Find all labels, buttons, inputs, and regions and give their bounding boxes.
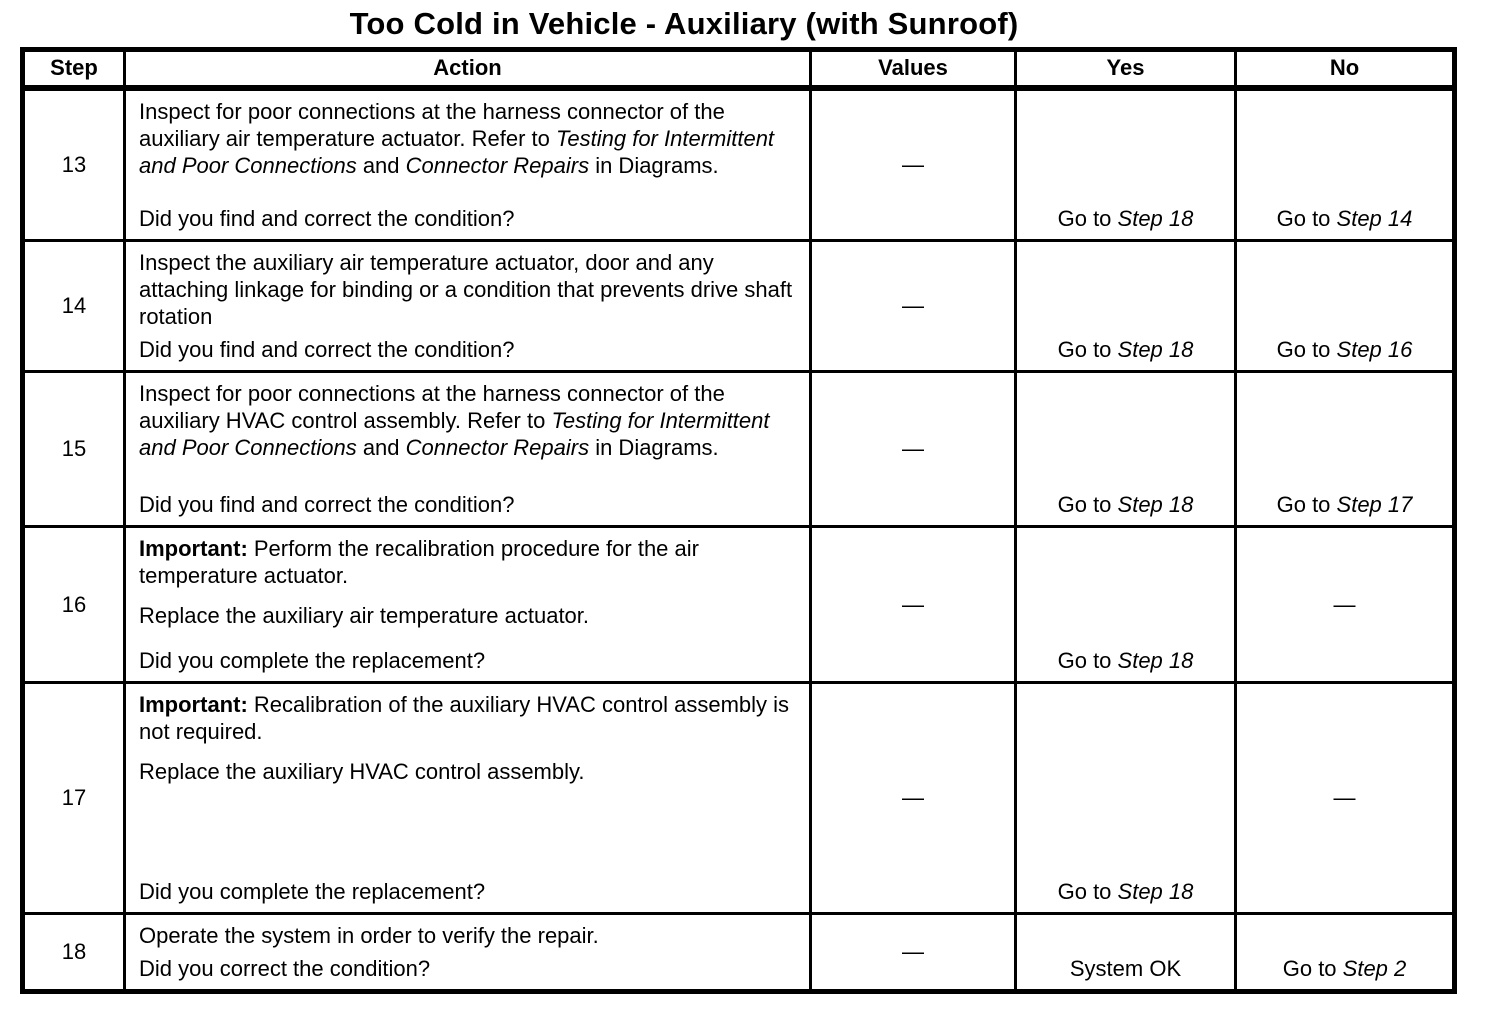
col-header-action: Action: [123, 48, 812, 91]
values-cell: —: [809, 238, 1017, 374]
yes-text: Go to Step 18: [1057, 879, 1194, 905]
action-text: Inspect for poor connections at the harn…: [139, 381, 770, 461]
action-text: Replace the auxiliary air temperature ac…: [139, 603, 590, 629]
action-question: Did you find and correct the condition?: [139, 492, 515, 518]
no-text: Go to Step 2: [1282, 956, 1407, 982]
values-cell: —: [809, 525, 1017, 685]
yes-cell: System OK: [1014, 912, 1237, 994]
step-cell: 14: [21, 238, 126, 374]
yes-cell: Go to Step 18: [1014, 370, 1237, 529]
yes-cell: Go to Step 18: [1014, 681, 1237, 916]
values-dash: —: [902, 591, 924, 617]
yes-text: Go to Step 18: [1057, 648, 1194, 674]
values-dash: —: [902, 436, 924, 462]
values-dash: —: [902, 939, 924, 965]
action-question: Did you complete the replacement?: [139, 648, 486, 674]
step-cell: 16: [21, 525, 126, 685]
table-row: 17 Important: Recalibration of the auxil…: [21, 681, 1456, 916]
values-cell: —: [809, 86, 1017, 242]
values-dash: —: [902, 785, 924, 811]
no-cell: —: [1234, 681, 1456, 916]
action-question: Did you find and correct the condition?: [139, 337, 515, 363]
values-dash: —: [902, 293, 924, 319]
yes-cell: Go to Step 18: [1014, 86, 1237, 242]
values-cell: —: [809, 681, 1017, 916]
page-title: Too Cold in Vehicle - Auxiliary (with Su…: [349, 6, 1019, 41]
no-cell: Go to Step 14: [1234, 86, 1456, 242]
yes-text: Go to Step 18: [1057, 206, 1194, 231]
table-row: 16 Important: Perform the recalibration …: [21, 525, 1456, 685]
action-cell: Inspect the auxiliary air temperature ac…: [123, 238, 812, 374]
action-question: Did you find and correct the condition?: [139, 205, 515, 231]
values-dash: —: [902, 151, 924, 177]
action-text: Important: Recalibration of the auxiliar…: [139, 692, 790, 745]
action-text: Inspect the auxiliary air temperature ac…: [139, 250, 793, 330]
step-cell: 15: [21, 370, 126, 529]
values-cell: —: [809, 370, 1017, 529]
yes-text: Go to Step 18: [1057, 337, 1194, 363]
no-cell: Go to Step 17: [1234, 370, 1456, 529]
action-cell: Inspect for poor connections at the harn…: [123, 370, 812, 529]
header-row: Step Action Values Yes No: [21, 48, 1456, 91]
step-cell: 18: [21, 912, 126, 994]
action-cell: Important: Perform the recalibration pro…: [123, 525, 812, 685]
values-cell: —: [809, 912, 1017, 994]
action-cell: Important: Recalibration of the auxiliar…: [123, 681, 812, 916]
no-cell: Go to Step 2: [1234, 912, 1456, 994]
step-cell: 13: [21, 86, 126, 242]
no-text: Go to Step 16: [1276, 337, 1413, 363]
action-cell: Inspect for poor connections at the harn…: [123, 86, 812, 242]
action-text: Replace the auxiliary HVAC control assem…: [139, 759, 585, 785]
diagnostic-table: Step Action Values Yes No 13 Inspect for…: [20, 47, 1457, 995]
col-header-values: Values: [809, 48, 1017, 91]
action-text: Inspect for poor connections at the harn…: [139, 98, 775, 178]
action-cell: Operate the system in order to verify th…: [123, 912, 812, 994]
table-row: 18 Operate the system in order to verify…: [21, 912, 1456, 994]
table-row: 13 Inspect for poor connections at the h…: [21, 86, 1456, 242]
action-question: Did you correct the condition?: [139, 956, 431, 982]
no-dash: —: [1333, 785, 1356, 811]
table-row: 15 Inspect for poor connections at the h…: [21, 370, 1456, 529]
action-text: Important: Perform the recalibration pro…: [139, 536, 699, 589]
no-text: Go to Step 14: [1276, 206, 1413, 231]
action-question: Did you complete the replacement?: [139, 879, 486, 905]
col-header-yes: Yes: [1014, 48, 1237, 91]
yes-cell: Go to Step 18: [1014, 238, 1237, 374]
document-page: Too Cold in Vehicle - Auxiliary (with Su…: [20, 6, 1457, 995]
col-header-step: Step: [21, 48, 126, 91]
no-cell: —: [1234, 525, 1456, 685]
action-text: Operate the system in order to verify th…: [139, 923, 599, 949]
col-header-no: No: [1234, 48, 1456, 91]
no-dash: —: [1333, 591, 1356, 617]
yes-cell: Go to Step 18: [1014, 525, 1237, 685]
no-cell: Go to Step 16: [1234, 238, 1456, 374]
yes-text: System OK: [1069, 956, 1182, 982]
table-row: 14 Inspect the auxiliary air temperature…: [21, 238, 1456, 374]
no-text: Go to Step 17: [1276, 492, 1413, 518]
yes-text: Go to Step 18: [1057, 492, 1194, 518]
step-cell: 17: [21, 681, 126, 916]
